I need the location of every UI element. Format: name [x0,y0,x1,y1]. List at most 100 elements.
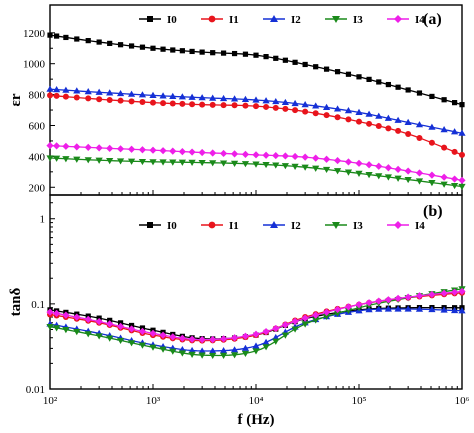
legend-marker-I3 [332,222,340,229]
marker-I2 [138,91,147,98]
marker-I0 [128,43,135,49]
legend-label-I4: I4 [415,14,425,26]
marker-I2 [394,305,402,312]
legend-label-I1: I1 [229,220,239,232]
legend-label-I3: I3 [353,14,363,26]
marker-I3 [198,159,206,167]
marker-I0 [210,50,216,56]
marker-I3 [428,180,436,187]
marker-I4 [344,303,353,311]
marker-I2 [209,94,217,101]
x-axis-title: f (Hz) [237,412,274,428]
marker-I4 [252,151,260,159]
legend-label-I2: I2 [291,220,301,232]
marker-I2 [384,114,392,121]
marker-I3 [188,159,196,166]
marker-I4 [138,327,147,335]
marker-I2 [230,346,239,353]
marker-I3 [458,183,466,191]
marker-I3 [262,161,270,169]
x-tick-label: 10² [43,395,58,407]
legend-marker-I2 [270,221,278,228]
marker-I3 [169,348,177,355]
marker-I3 [169,159,177,166]
marker-I1 [253,103,259,110]
marker-I4 [394,294,402,303]
legend-label-I4: I4 [415,220,425,232]
marker-I3 [116,337,125,345]
marker-I3 [291,326,299,333]
marker-I4 [384,164,392,172]
marker-I3 [138,158,147,166]
marker-I4 [188,148,196,156]
marker-I4 [451,175,459,183]
marker-I1 [405,130,412,137]
marker-I0 [179,48,185,54]
marker-I4 [458,287,466,296]
marker-I2 [272,97,280,105]
series-I0 [47,32,465,108]
marker-I0 [85,38,91,44]
marker-I4 [219,149,228,158]
marker-I3 [230,352,239,359]
marker-I4 [415,292,424,300]
marker-I1 [375,122,382,129]
marker-I1 [272,104,279,111]
legend-entry-I3: I3 [325,14,363,26]
marker-I4 [428,171,436,179]
marker-I4 [169,333,177,341]
legend-entry-I0: I0 [139,14,177,26]
marker-I2 [451,128,459,135]
marker-I2 [440,126,448,133]
series-markers-I2 [46,85,466,136]
marker-I2 [415,121,424,128]
marker-I2 [188,346,196,354]
marker-I4 [46,141,54,150]
marker-I1 [139,99,146,106]
marker-I3 [84,331,92,338]
marker-I3 [241,161,250,168]
marker-I4 [451,288,459,296]
marker-I0 [395,84,401,90]
marker-I3 [198,352,206,359]
marker-I2 [365,110,373,117]
marker-I4 [404,167,412,175]
marker-I4 [209,335,217,344]
marker-I3 [384,174,392,181]
legend-marker-I4 [394,15,402,23]
legend-marker-I4 [394,221,402,229]
marker-I4 [404,293,412,301]
y-axis-title-a: εr [8,93,24,106]
marker-I0 [47,32,53,38]
marker-I3 [281,332,289,339]
marker-I3 [116,158,125,165]
marker-I3 [355,170,363,177]
marker-I1 [263,103,270,110]
series-markers-I0 [47,32,465,108]
marker-I1 [459,151,465,158]
marker-I0 [63,34,69,41]
marker-I1 [366,120,373,127]
marker-I2 [159,92,167,99]
marker-I3 [209,352,217,360]
marker-I4 [375,162,383,170]
marker-I4 [230,334,239,342]
marker-I3 [230,160,239,167]
marker-I3 [440,181,448,188]
marker-I4 [209,149,217,157]
marker-I0 [96,39,102,45]
marker-I3 [394,175,402,182]
legend-label-I2: I2 [291,14,301,26]
marker-I3 [159,159,167,166]
y-tick-label-a: 1200 [23,28,46,40]
marker-I3 [333,310,342,317]
marker-I0 [242,51,249,57]
marker-I4 [458,176,466,184]
marker-I2 [84,88,92,95]
legend-entry-I1: I1 [201,14,239,26]
marker-I0 [74,36,80,42]
marker-I4 [440,289,448,297]
marker-I2 [169,92,177,99]
marker-I1 [189,101,196,108]
marker-I3 [252,348,260,355]
